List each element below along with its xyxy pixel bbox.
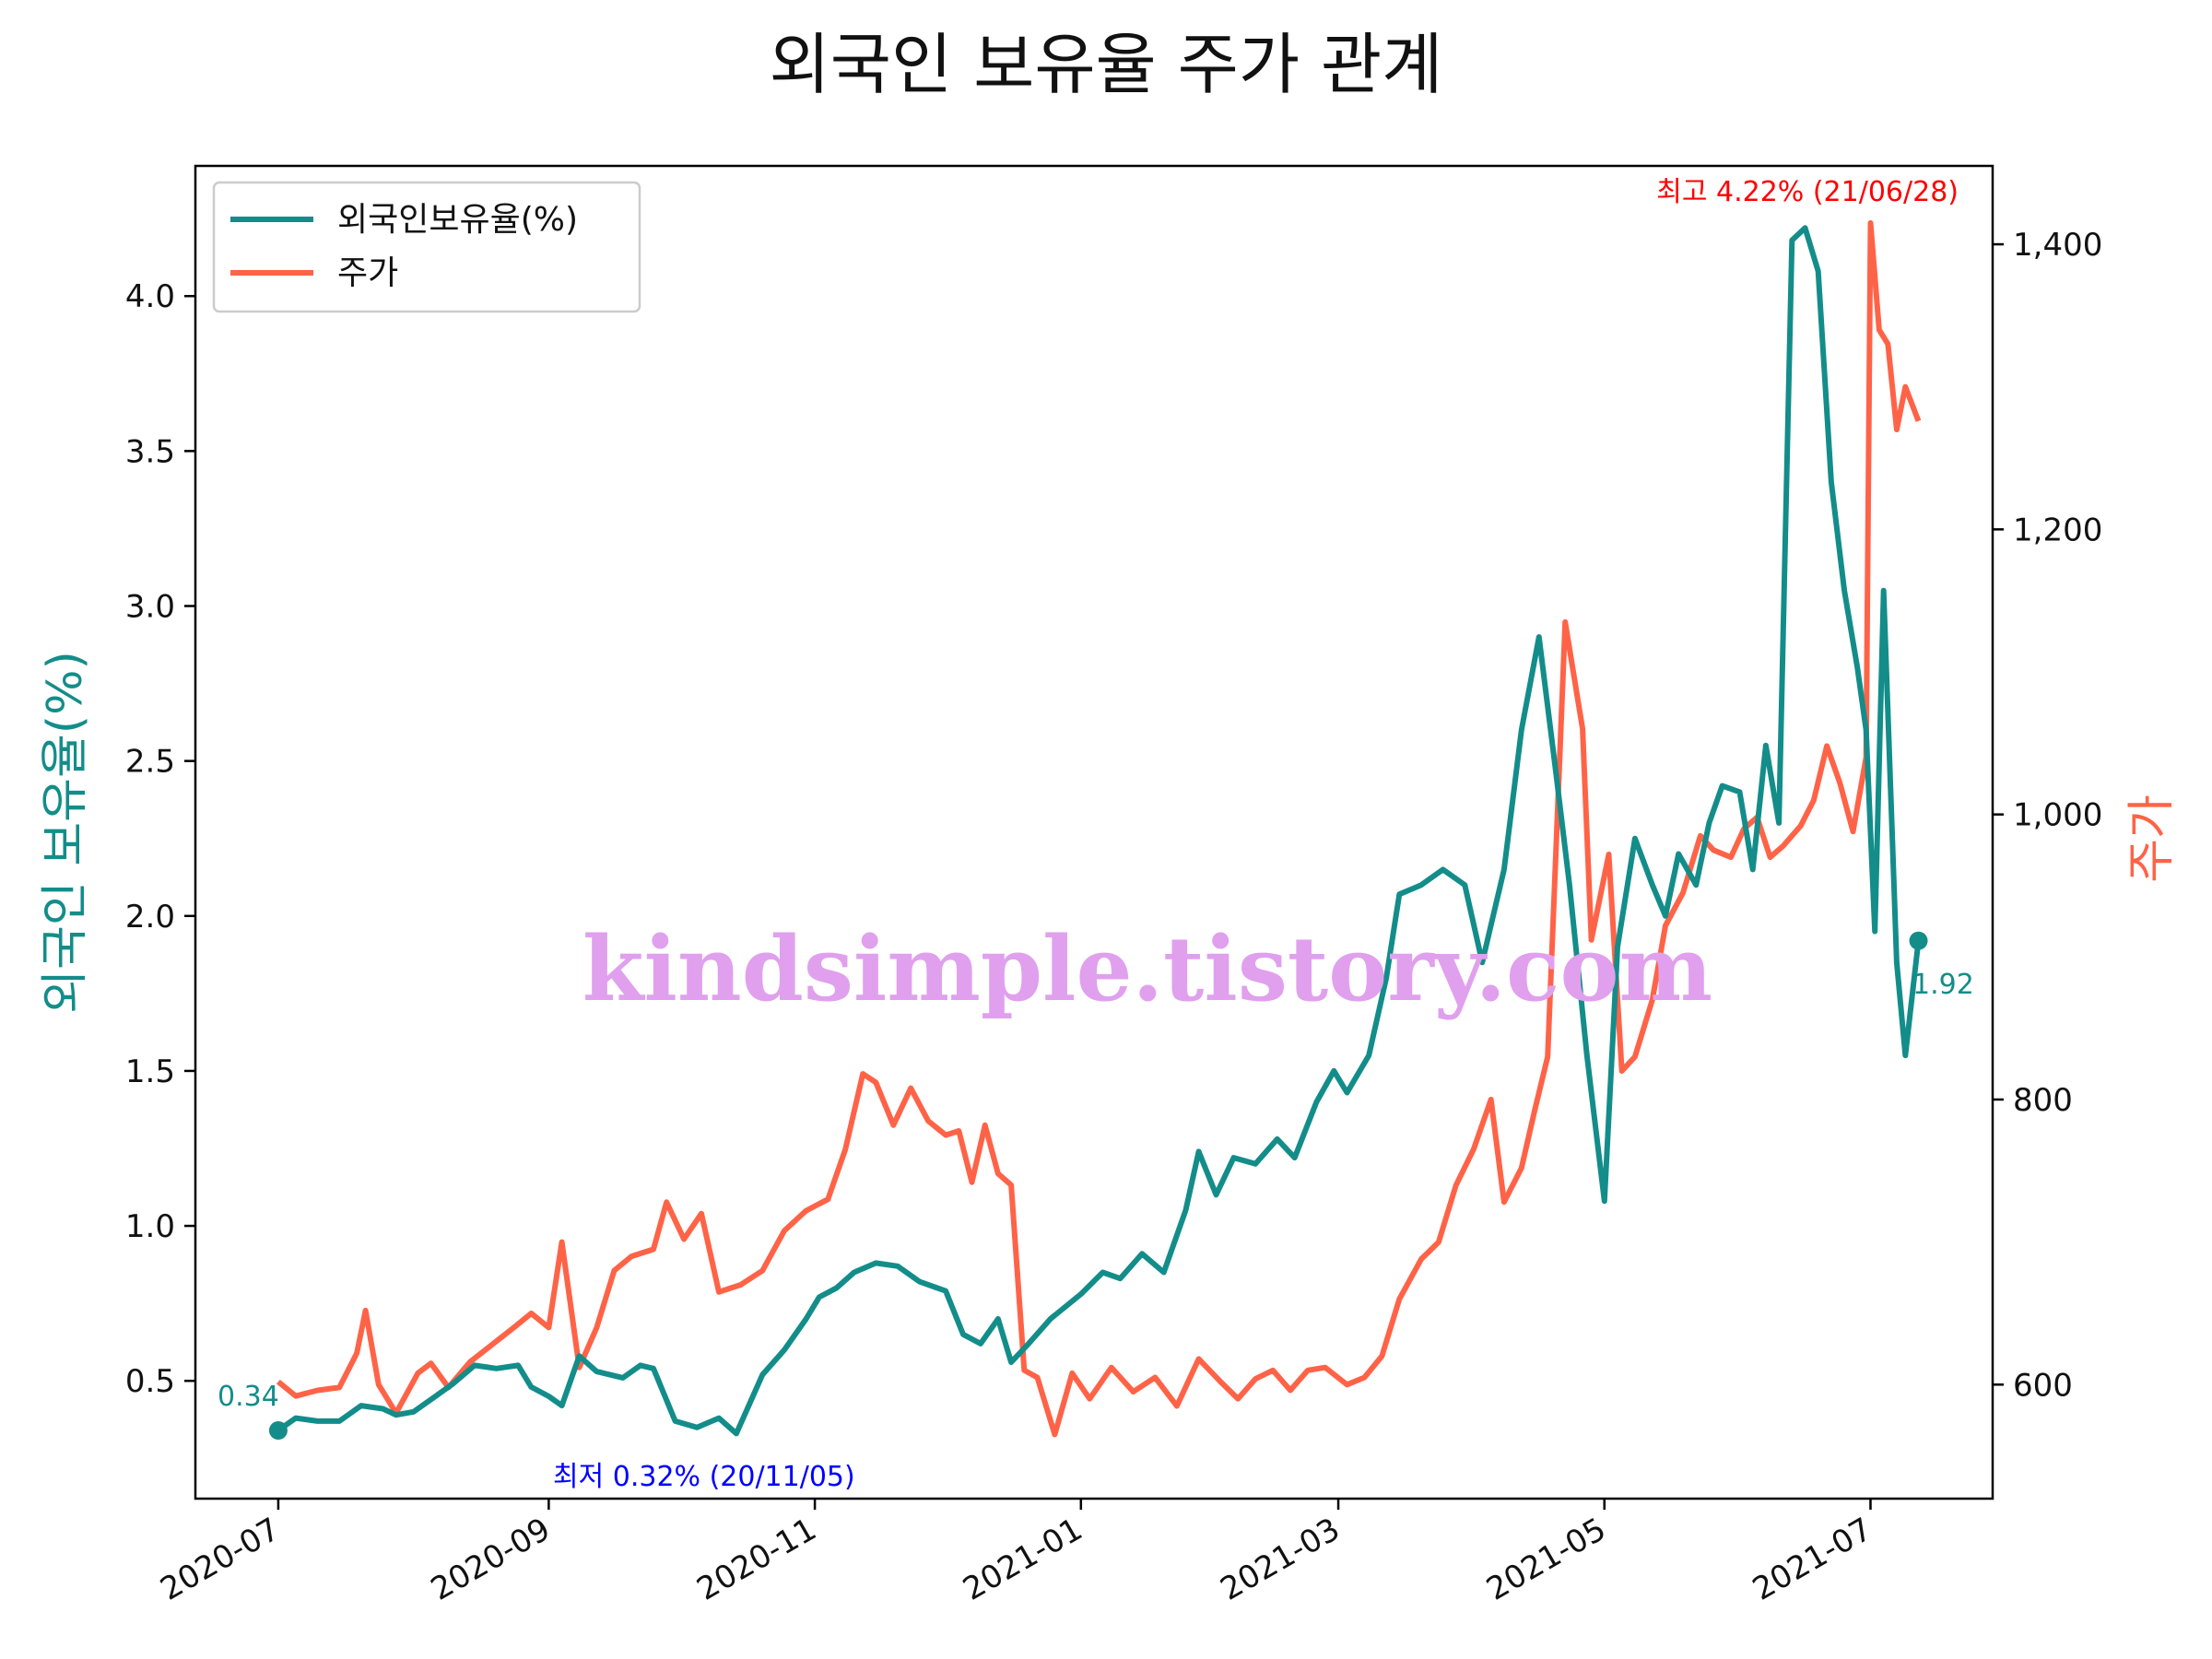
min-annotation: 최저 0.32% (20/11/05)	[553, 1461, 855, 1493]
x-tick-label: 2021-03	[1215, 1511, 1347, 1608]
end-marker	[1909, 931, 1928, 950]
x-tick-label: 2020-09	[425, 1511, 557, 1608]
y-left-tick-label: 0.5	[125, 1363, 175, 1400]
plot-frame	[194, 164, 1994, 1500]
legend-label-price: 주가	[337, 254, 398, 292]
legend-box	[212, 181, 641, 313]
y-axis-right: 600 800 1,000 1,200 1,400	[1993, 227, 2102, 1404]
y-axis-right-label: 주가	[2124, 794, 2180, 883]
series-line-price	[276, 219, 1922, 1438]
series-layer	[276, 219, 1922, 1438]
end-value-label: 1.92	[1912, 969, 1974, 1001]
y-right-tick-label: 800	[2013, 1082, 2073, 1119]
y-right-tick-label: 1,400	[2013, 227, 2102, 264]
legend: 외국인보유율(%) 주가	[212, 181, 641, 313]
y-right-tick-label: 1,000	[2013, 797, 2102, 834]
y-left-tick-label: 2.5	[125, 744, 175, 781]
y-left-tick-label: 2.0	[125, 899, 175, 935]
x-tick-label: 2020-11	[691, 1511, 823, 1608]
y-axis-left: 0.5 1.0 1.5 2.0 2.5 3.0 3.5 4.0	[125, 278, 195, 1400]
x-axis: 2020-07 2020-09 2020-11 2021-01 2021-03 2021-…	[154, 1499, 1878, 1608]
y-left-tick-label: 3.5	[125, 433, 175, 470]
chart-title: 외국인 보유율 주가 관계	[769, 26, 1442, 103]
y-left-tick-label: 1.5	[125, 1053, 175, 1090]
x-tick-label: 2021-07	[1747, 1511, 1878, 1608]
x-tick-label: 2020-07	[154, 1511, 286, 1608]
y-left-tick-label: 3.0	[125, 589, 175, 626]
series-line-foreign-ratio	[276, 225, 1922, 1437]
max-annotation: 최고 4.22% (21/06/28)	[1656, 176, 1959, 208]
x-tick-label: 2021-01	[957, 1511, 1088, 1608]
y-right-tick-label: 1,200	[2013, 512, 2102, 548]
y-left-tick-label: 4.0	[125, 278, 175, 315]
y-right-tick-label: 600	[2013, 1367, 2073, 1404]
legend-label-foreign-ratio: 외국인보유율(%)	[337, 201, 578, 239]
start-value-label: 0.34	[218, 1381, 279, 1413]
watermark: kindsimple.tistory.com	[582, 917, 1712, 1021]
annotations: 최고 4.22% (21/06/28) 최저 0.32% (20/11/05) …	[218, 176, 1974, 1493]
plot-area	[194, 164, 1994, 1500]
x-tick-label: 2021-05	[1480, 1511, 1612, 1608]
y-left-tick-label: 1.0	[125, 1208, 175, 1245]
start-marker	[268, 1421, 288, 1441]
y-axis-left-label: 외국인 보유율(%)	[38, 651, 93, 1014]
